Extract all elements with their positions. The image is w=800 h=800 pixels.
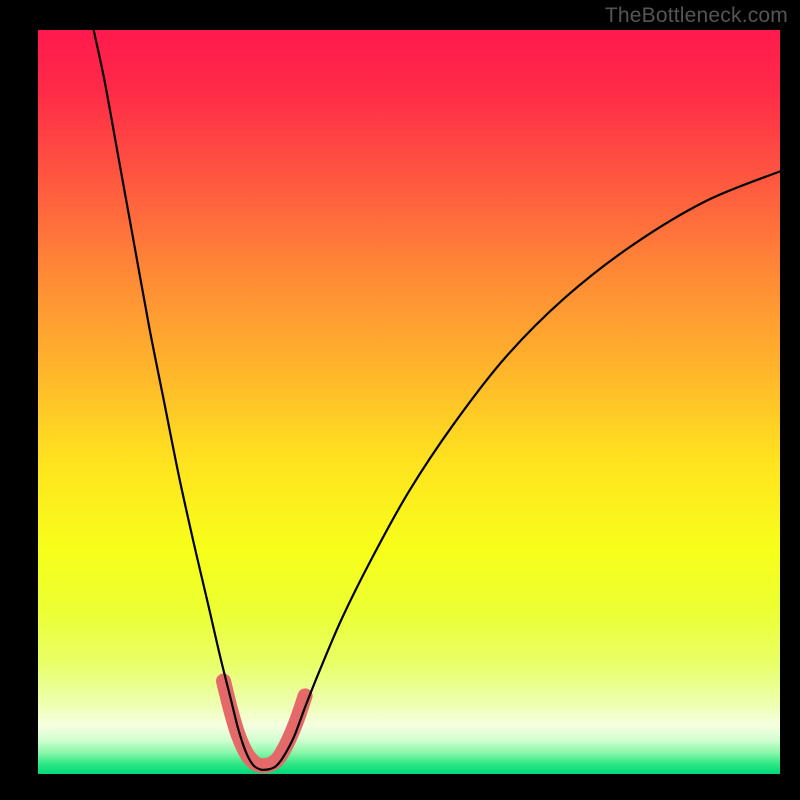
chart-container: TheBottleneck.com bbox=[0, 0, 800, 800]
curve-right-branch bbox=[268, 171, 780, 769]
plot-area bbox=[38, 30, 780, 774]
watermark-text: TheBottleneck.com bbox=[605, 4, 788, 28]
curve-layer bbox=[38, 30, 780, 774]
curve-left-branch bbox=[94, 30, 268, 770]
